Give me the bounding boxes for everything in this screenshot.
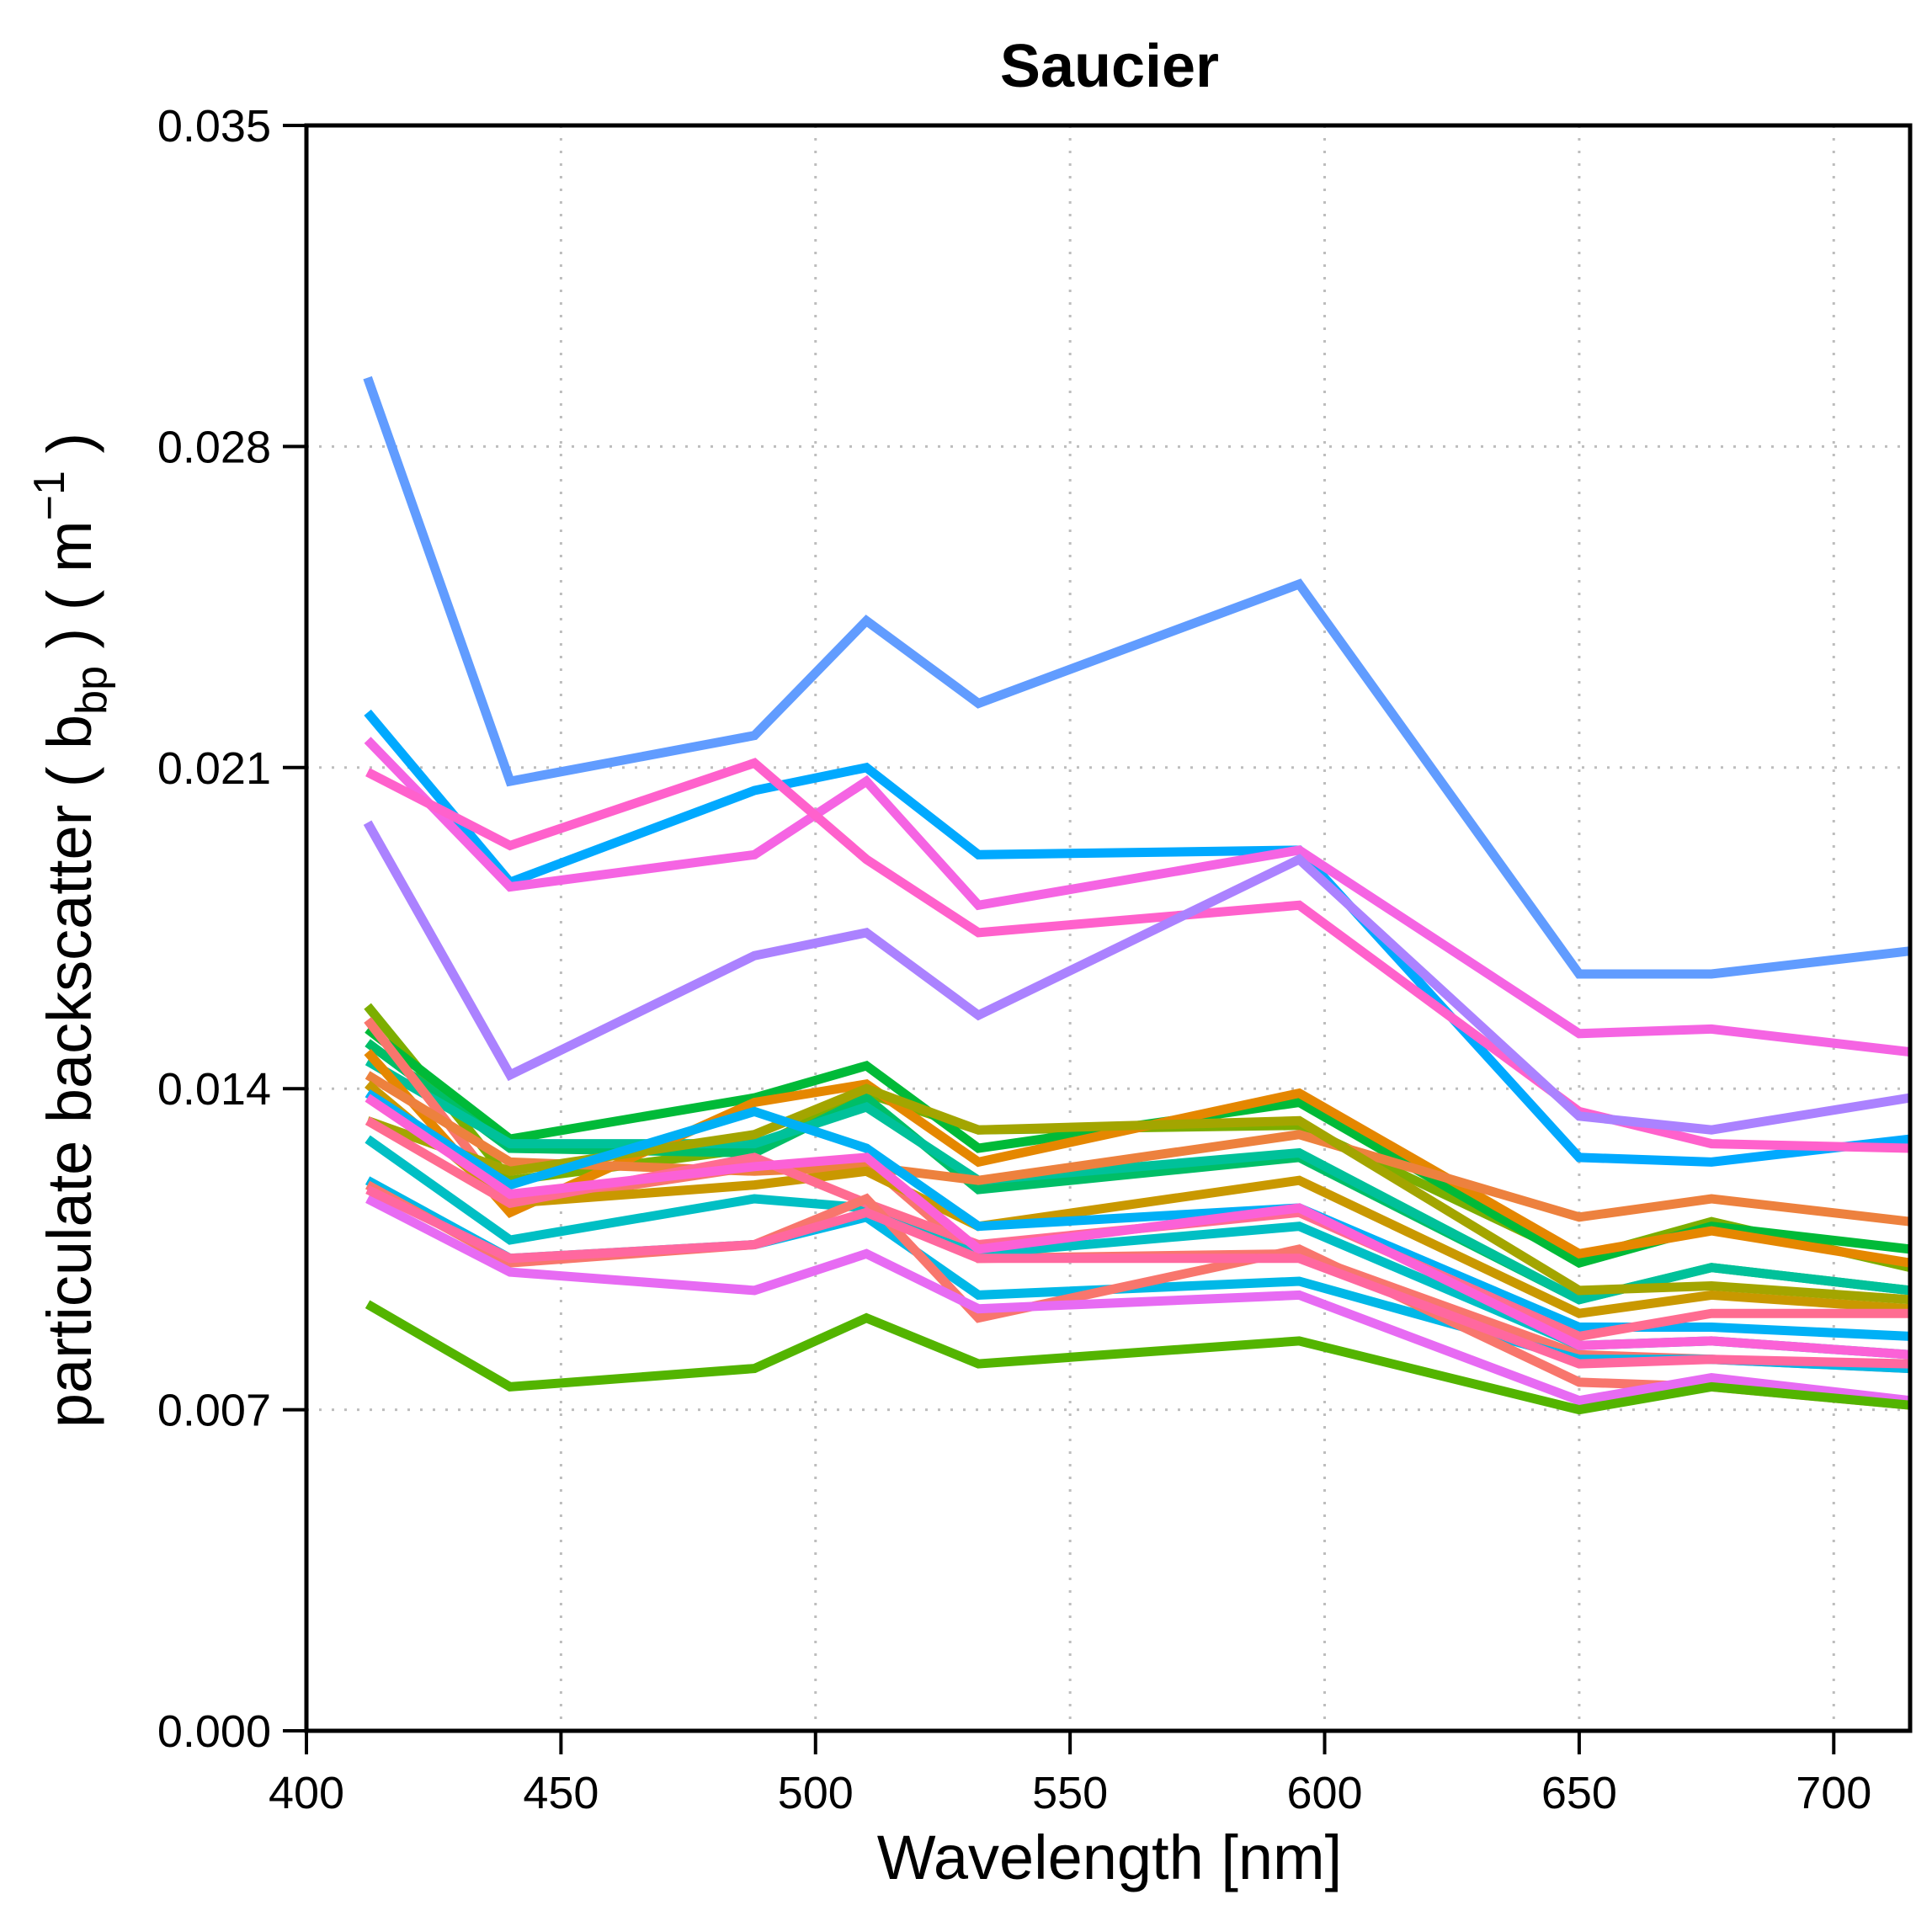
series-line-4 (365, 758, 1911, 1153)
x-tick-label: 400 (269, 1768, 344, 1818)
series-line-3 (364, 737, 1911, 1057)
chart-title: Saucier (1000, 33, 1219, 100)
series-line-21 (365, 1195, 1911, 1406)
x-axis-title: Wavelength [nm] (877, 1823, 1343, 1892)
y-axis-title-suffix: ) (35, 433, 104, 471)
x-axis: 400 450 500 550 600 650 700 (269, 1731, 1871, 1818)
series-line-11 (364, 1048, 1911, 1268)
y-axis-title-middle: ) ( m (35, 520, 104, 666)
series-line-2 (364, 709, 1911, 1167)
y-tick-label: 0.028 (157, 422, 271, 472)
y-tick-label: 0.021 (157, 743, 271, 794)
y-axis-title: particulate backscatter ( bbp ) ( m−1 ) (25, 433, 116, 1428)
grid (306, 125, 1910, 1731)
x-tick-label: 500 (778, 1768, 854, 1818)
y-tick-label: 0.007 (157, 1386, 271, 1436)
x-tick-label: 700 (1796, 1768, 1871, 1818)
x-tick-label: 650 (1541, 1768, 1617, 1818)
plot-frame (304, 123, 1913, 1733)
y-tick-label: 0.014 (157, 1064, 271, 1115)
series-lines (363, 375, 1912, 1415)
y-axis-title-superscript: −1 (25, 471, 74, 520)
series-line-22 (365, 1185, 1911, 1369)
y-axis-title-prefix: particulate backscatter ( b (35, 715, 104, 1428)
series-line-1 (363, 375, 1911, 979)
series-line-19 (365, 1094, 1911, 1360)
y-axis: 0.000 0.007 0.014 0.021 0.028 0.035 (157, 101, 306, 1757)
x-tick-label: 550 (1032, 1768, 1108, 1818)
x-tick-label: 600 (1286, 1768, 1362, 1818)
y-tick-label: 0.000 (157, 1706, 271, 1757)
series-line-5 (363, 820, 1911, 1135)
y-tick-label: 0.035 (157, 101, 271, 152)
x-tick-label: 450 (523, 1768, 599, 1818)
series-line-23 (365, 1300, 1911, 1415)
y-axis-title-subscript: bp (67, 666, 116, 715)
series-line-15 (365, 1088, 1911, 1341)
